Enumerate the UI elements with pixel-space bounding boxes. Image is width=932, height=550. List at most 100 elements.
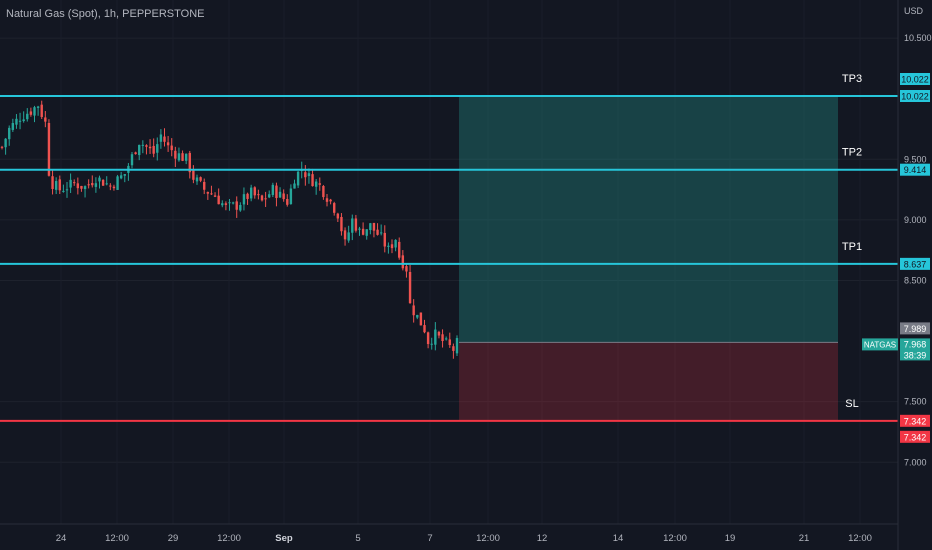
candle-body (455, 338, 459, 354)
candle-body (296, 171, 300, 186)
candle-body (203, 181, 206, 190)
candle-body (181, 153, 184, 161)
grid-lines (0, 37, 898, 463)
candle-body (286, 199, 289, 205)
time-tick-label: 24 (56, 533, 67, 544)
candle-body (152, 145, 155, 154)
candle-body (170, 145, 173, 151)
candle-body (47, 122, 51, 176)
candle-body (148, 146, 152, 149)
candle-body (369, 223, 372, 231)
candle-body (383, 232, 386, 247)
candle-body (123, 174, 126, 176)
time-tick-label: 12:00 (105, 533, 129, 544)
currency-label: USD (904, 6, 924, 16)
price-tag-sl-lower-bg (900, 430, 930, 443)
candle-body (40, 104, 43, 117)
candle-body (314, 181, 318, 187)
candle-body (141, 144, 145, 146)
candle-body (26, 113, 29, 120)
time-tick-label: 21 (799, 533, 810, 544)
candle-body (105, 183, 108, 185)
price-tag-tp2: 9.414 (904, 165, 927, 175)
candle-body (44, 117, 47, 122)
candle-body (29, 111, 33, 115)
candle-body (87, 184, 90, 186)
candle-body (235, 201, 238, 210)
candle-body (18, 120, 22, 122)
price-tag-sl-lower: 7.342 (904, 432, 927, 442)
candle-body (224, 203, 228, 205)
candle-body (452, 346, 455, 351)
price-tags: 10.022 9.414 8.637 7.342 10.022 7.342 7.989 NAT… (862, 73, 930, 443)
time-tick-label: 7 (427, 533, 432, 544)
candle-body (430, 343, 433, 345)
candle-body (398, 241, 401, 258)
candle-body (401, 255, 405, 269)
time-tick-label: 12 (537, 533, 548, 544)
candle-body (58, 179, 61, 191)
position-zones[interactable] (459, 96, 838, 421)
candle-body (73, 182, 76, 184)
candle-body (22, 119, 25, 122)
candle-body (231, 202, 235, 204)
symbol-tag-bg (862, 338, 898, 351)
candle-body (419, 312, 423, 326)
candle-body (51, 176, 54, 189)
candle-body (184, 153, 188, 161)
candle-body (54, 181, 58, 190)
candle-body (11, 123, 15, 130)
time-tick-label: 12:00 (476, 533, 500, 544)
candle-body (242, 194, 246, 205)
candle-body (336, 213, 340, 219)
price-tag-tp3-bg (900, 90, 930, 102)
price-tag-entry: 7.989 (904, 324, 927, 334)
bar-countdown: 38:39 (904, 350, 927, 360)
candle-body (405, 266, 408, 272)
candle-body (119, 175, 123, 179)
candle-body (304, 172, 307, 178)
price-tick-label: 7.500 (904, 397, 927, 407)
candle-body (36, 106, 40, 108)
candle-body (210, 193, 213, 195)
level-lines[interactable] (0, 95, 898, 422)
candle-body (91, 183, 94, 186)
candle-body (156, 144, 159, 153)
candle-body (8, 127, 11, 140)
candle-body (325, 198, 329, 202)
profit-zone[interactable] (459, 96, 838, 343)
level-label-tp3: TP3 (842, 73, 862, 85)
price-tag-tp3: 10.022 (901, 92, 929, 102)
candle-body (347, 232, 350, 241)
candle-body (340, 216, 343, 232)
time-axis[interactable]: 24 12:00 29 12:00 Sep 5 7 12:00 12 14 12:00 19 21 12:… (56, 533, 872, 544)
candle-body (213, 195, 217, 197)
level-label-sl: SL (845, 398, 858, 410)
candle-body (318, 183, 321, 185)
candle-body (408, 271, 412, 304)
candle-body (192, 170, 195, 180)
candle-body (307, 173, 311, 177)
price-axis[interactable]: USD 10.500 9.500 9.000 8.500 7.500 7.000 (904, 6, 932, 467)
candle-body (163, 136, 166, 142)
candle-body (434, 329, 437, 345)
candle-body (228, 202, 231, 204)
candle-body (145, 145, 148, 147)
stop-loss-zone[interactable] (459, 342, 838, 421)
candle-body (138, 144, 141, 156)
candle-body (80, 185, 83, 189)
candles (0, 100, 459, 359)
candle-body (4, 138, 7, 148)
candle-body (159, 134, 163, 142)
candle-body (275, 185, 278, 199)
candle-body (278, 191, 282, 198)
candle-body (239, 205, 242, 211)
candle-body (65, 189, 69, 191)
symbol-tag: NATGAS (864, 340, 896, 349)
candle-body (195, 177, 199, 182)
price-tick-label: 8.500 (904, 275, 927, 285)
candle-body (109, 185, 112, 187)
price-tick-label: 9.000 (904, 215, 927, 225)
